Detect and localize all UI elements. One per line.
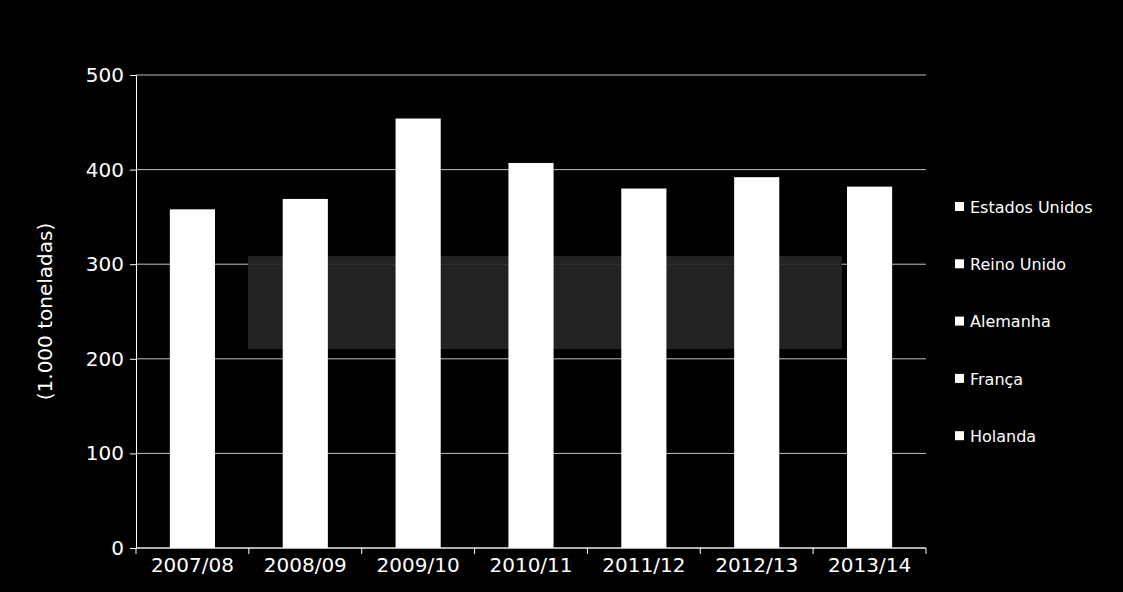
chart: 0 100 200 300 400 500 2007/08 2008/09 2009/10 201… xyxy=(0,0,1123,592)
y-tick-label: 100 xyxy=(86,441,124,465)
x-tick: 2009/10 xyxy=(377,548,460,577)
bar xyxy=(283,199,328,548)
y-tick: 500 xyxy=(86,63,136,87)
category-separator xyxy=(248,548,249,554)
y-tick-mark xyxy=(130,548,136,549)
bar xyxy=(396,119,441,548)
x-tick-label: 2009/10 xyxy=(377,553,460,577)
y-tick: 300 xyxy=(86,252,136,276)
y-tick: 100 xyxy=(86,441,136,465)
y-axis: 0 100 200 300 400 500 xyxy=(86,63,137,560)
x-tick-label: 2008/09 xyxy=(264,553,347,577)
category-separator xyxy=(700,548,701,554)
y-tick-mark xyxy=(130,359,136,360)
x-tick-label: 2012/13 xyxy=(715,553,798,577)
legend-label: Estados Unidos xyxy=(970,198,1092,217)
x-tick: 2008/09 xyxy=(264,548,347,577)
category-separator xyxy=(136,548,137,554)
x-tick-label: 2013/14 xyxy=(828,553,911,577)
y-axis-title: (1.000 toneladas) xyxy=(33,223,57,400)
x-axis: 2007/08 2008/09 2009/10 2010/11 2011/12 2012/… xyxy=(136,548,926,577)
y-axis-line xyxy=(130,76,137,549)
y-tick-label: 400 xyxy=(86,158,124,182)
bar xyxy=(621,189,666,548)
grid xyxy=(136,75,926,548)
bar xyxy=(508,163,553,548)
y-tick-mark xyxy=(130,453,136,454)
x-axis-line xyxy=(136,548,926,549)
x-tick-label: 2010/11 xyxy=(489,553,572,577)
category-separator xyxy=(587,548,588,554)
x-tick: 2013/14 xyxy=(828,548,911,577)
x-tick: 2010/11 xyxy=(489,548,572,577)
grid-line xyxy=(136,548,926,549)
y-tick-label: 0 xyxy=(111,536,124,560)
x-tick-label: 2007/08 xyxy=(151,553,234,577)
y-tick-label: 500 xyxy=(86,63,124,87)
legend-swatch xyxy=(955,259,964,268)
legend-swatch xyxy=(955,317,964,326)
legend-label: França xyxy=(970,370,1023,389)
legend-swatch xyxy=(955,202,964,211)
y-tick-mark xyxy=(130,264,136,265)
category-separator xyxy=(926,548,927,554)
x-tick: 2011/12 xyxy=(602,548,685,577)
y-tick: 400 xyxy=(86,158,136,182)
legend-label: Reino Unido xyxy=(970,255,1066,274)
legend-label: Alemanha xyxy=(970,312,1051,331)
y-tick-mark xyxy=(130,170,136,171)
x-tick-label: 2011/12 xyxy=(602,553,685,577)
y-tick-mark xyxy=(130,75,136,76)
legend-label: Holanda xyxy=(970,427,1036,446)
category-separator xyxy=(361,548,362,554)
legend-swatch xyxy=(955,374,964,383)
y-tick: 0 xyxy=(111,536,136,560)
bar xyxy=(734,177,779,548)
y-tick-label: 300 xyxy=(86,252,124,276)
category-separator xyxy=(474,548,475,554)
bars xyxy=(170,119,892,548)
legend: Estados Unidos Reino Unido Alemanha França H… xyxy=(955,198,1092,446)
x-tick: 2007/08 xyxy=(151,548,234,577)
legend-swatch xyxy=(955,431,964,440)
x-tick: 2012/13 xyxy=(715,548,798,577)
bar xyxy=(170,209,215,548)
grid-line xyxy=(136,75,926,76)
y-tick-label: 200 xyxy=(86,347,124,371)
bar xyxy=(847,187,892,548)
y-tick: 200 xyxy=(86,347,136,371)
category-separator xyxy=(813,548,814,554)
